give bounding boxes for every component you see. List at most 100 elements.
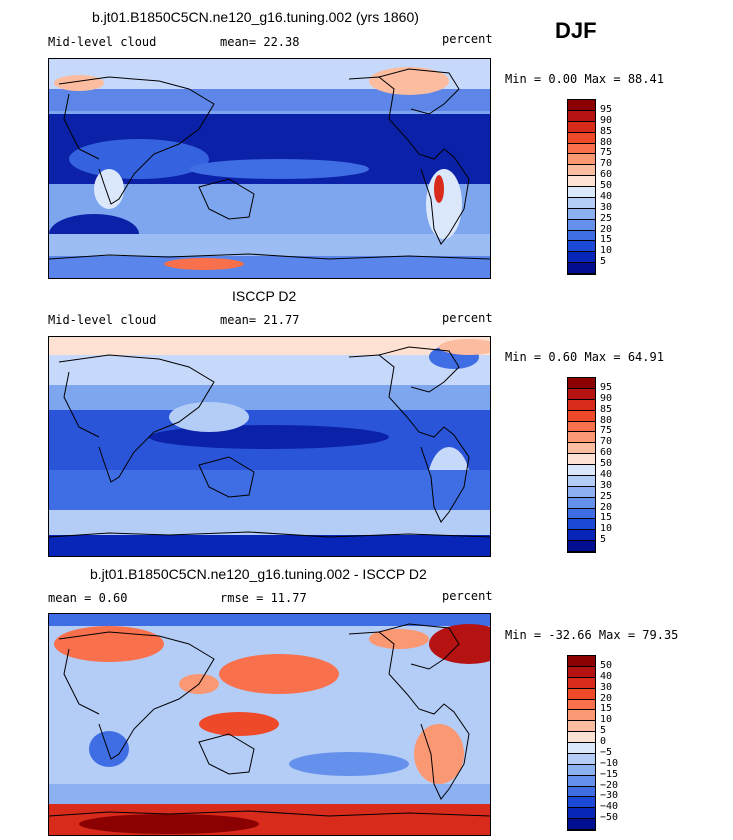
panel2-colorbar-label: 10	[600, 523, 613, 535]
panel1-colorbar-label: 25	[600, 212, 613, 224]
panel3-colorbar-label: 5	[600, 725, 607, 737]
panel3-colorbar-swatch	[568, 819, 595, 830]
panel3-colorbar-label: −30	[600, 790, 619, 802]
panel1-colorbar-label: 15	[600, 234, 613, 246]
panel3-colorbar-label: −15	[600, 768, 619, 780]
panel1-colorbar-swatch	[568, 154, 595, 166]
panel1-colorbar-label: 75	[600, 147, 613, 159]
panel1-minmax: Min = 0.00 Max = 88.41	[505, 72, 664, 86]
panel1-colorbar-label: 85	[600, 125, 613, 137]
panel1-colorbar-swatch	[568, 187, 595, 198]
panel1-colorbar-label: 95	[600, 103, 613, 115]
panel2-colorbar-label: 85	[600, 403, 613, 415]
panel3-colorbar-swatch	[568, 732, 595, 743]
panel3-colorbar-swatch	[568, 775, 595, 787]
panel1-colorbar-label: 10	[600, 245, 613, 257]
panel2-minmax: Min = 0.60 Max = 64.91	[505, 350, 664, 364]
panel3-map-svg	[49, 614, 490, 835]
panel3-colorbar-swatch	[568, 721, 595, 733]
panel2-colorbar-swatch	[568, 541, 595, 552]
panel3-colorbar-label: −40	[600, 801, 619, 813]
panel3-colorbar-label: 50	[600, 659, 613, 671]
panel1-colorbar-swatch	[568, 241, 595, 253]
panel1-map-svg	[49, 59, 490, 278]
panel2-colorbar-swatch	[568, 475, 595, 487]
panel1-colorbar-swatch	[568, 197, 595, 209]
panel3-colorbar-swatch	[568, 656, 595, 667]
panel3-colorbar-swatch	[568, 743, 595, 754]
panel2-colorbar	[567, 377, 596, 553]
panel1-mean: mean= 22.38	[220, 35, 300, 49]
panel2-colorbar-label: 60	[600, 447, 613, 459]
panel3-title: b.jt01.B1850C5CN.ne120_g16.tuning.002 - …	[90, 566, 427, 582]
panel3-colorbar-swatch	[568, 688, 595, 700]
panel2-colorbar-swatch	[568, 530, 595, 542]
panel2-colorbar-label: 75	[600, 425, 613, 437]
panel3-colorbar-label: 30	[600, 681, 613, 693]
panel1-colorbar-swatch	[568, 143, 595, 155]
panel3-colorbar-label: −10	[600, 757, 619, 769]
panel2-colorbar-swatch	[568, 399, 595, 411]
panel2-colorbar-label: 30	[600, 479, 613, 491]
panel2-colorbar-swatch	[568, 497, 595, 509]
panel1-variable-label: Mid-level cloud	[48, 35, 157, 49]
panel1-colorbar-swatch	[568, 176, 595, 187]
panel2-colorbar-label: 70	[600, 436, 613, 448]
panel2-colorbar-swatch	[568, 443, 595, 455]
panel3-colorbar-swatch	[568, 797, 595, 809]
panel3-colorbar	[567, 655, 596, 831]
panel2-colorbar-swatch	[568, 519, 595, 531]
panel3-colorbar-label: 10	[600, 714, 613, 726]
panel2-mean: mean= 21.77	[220, 313, 300, 327]
panel2-title: ISCCP D2	[232, 288, 297, 304]
panel1-colorbar-swatch	[568, 121, 595, 133]
panel2-variable-label: Mid-level cloud	[48, 313, 157, 327]
panel1-colorbar-swatch	[568, 100, 595, 111]
panel2-map-svg	[49, 337, 490, 556]
panel3-colorbar-swatch	[568, 677, 595, 689]
season-label: DJF	[555, 18, 597, 43]
panel2-colorbar-label: 50	[600, 458, 613, 469]
panel1-colorbar-label: 40	[600, 190, 613, 202]
panel3-colorbar-swatch	[568, 808, 595, 820]
panel3-colorbar-swatch	[568, 666, 595, 678]
panel1-colorbar	[567, 99, 596, 275]
panel2-colorbar-label: 40	[600, 468, 613, 480]
panel3-units: percent	[442, 589, 493, 603]
panel1-colorbar-swatch	[568, 219, 595, 231]
panel1-colorbar-swatch	[568, 132, 595, 144]
panel2-colorbar-label: 15	[600, 512, 613, 524]
panel1-title: b.jt01.B1850C5CN.ne120_g16.tuning.002 (y…	[92, 9, 419, 25]
panel2-colorbar-swatch	[568, 454, 595, 465]
panel1-colorbar-label: 30	[600, 201, 613, 213]
panel1-colorbar-label: 70	[600, 158, 613, 170]
panel2-colorbar-swatch	[568, 486, 595, 498]
panel2-colorbar-swatch	[568, 410, 595, 422]
panel2-units: percent	[442, 311, 493, 325]
panel1-colorbar-swatch	[568, 252, 595, 264]
panel1-colorbar-label: 60	[600, 169, 613, 181]
panel1-colorbar-label: 5	[600, 256, 607, 268]
panel3-rmse: rmse = 11.77	[220, 591, 307, 605]
panel3-colorbar-label: 40	[600, 670, 613, 682]
panel3-colorbar-swatch	[568, 786, 595, 798]
panel2-colorbar-swatch	[568, 508, 595, 520]
panel2-colorbar-label: 80	[600, 414, 613, 426]
panel2-map	[48, 336, 491, 557]
panel2-colorbar-swatch	[568, 378, 595, 389]
panel2-colorbar-label: 5	[600, 534, 607, 546]
panel1-colorbar-swatch	[568, 110, 595, 122]
panel1-map	[48, 58, 491, 279]
panel3-colorbar-label: 20	[600, 692, 613, 704]
panel3-colorbar-swatch	[568, 710, 595, 722]
panel3-colorbar-label: 15	[600, 703, 613, 715]
panel3-colorbar-label: −5	[600, 746, 613, 758]
panel3-colorbar-swatch	[568, 753, 595, 765]
panel2-colorbar-swatch	[568, 465, 595, 476]
panel3-colorbar-swatch	[568, 699, 595, 711]
panel2-colorbar-swatch	[568, 432, 595, 444]
panel3-colorbar-label: 0	[600, 736, 607, 747]
panel2-colorbar-label: 90	[600, 392, 613, 404]
panel1-colorbar-swatch	[568, 208, 595, 220]
panel2-colorbar-swatch	[568, 421, 595, 433]
